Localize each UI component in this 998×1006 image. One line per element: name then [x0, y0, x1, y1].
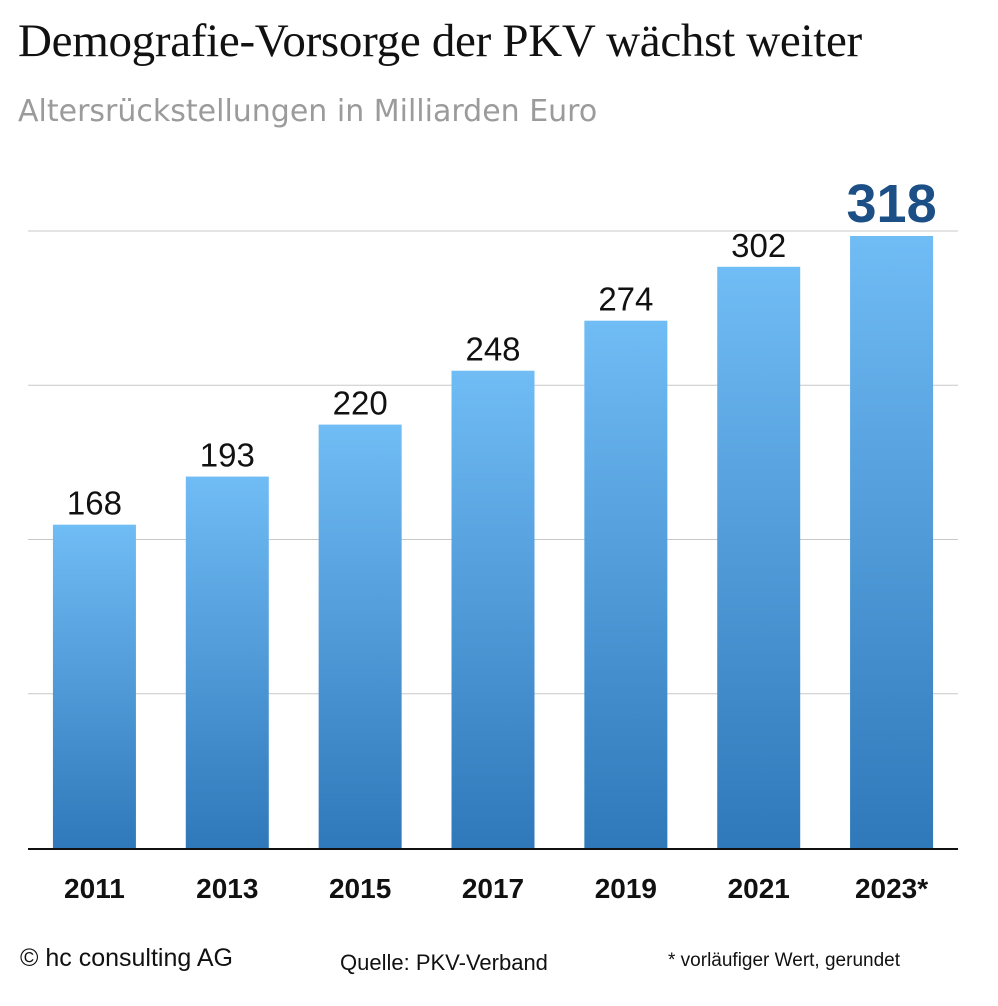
- data-label-2011: 168: [67, 485, 122, 522]
- source-text: Quelle: PKV-Verband: [340, 950, 548, 975]
- x-tick-label-2019: 2019: [595, 873, 657, 904]
- chart-subtitle: Altersrückstellungen in Milliarden Euro: [18, 94, 598, 129]
- data-labels: 168 193 220 248 274 302 318: [67, 174, 937, 522]
- copyright-text: © hc consulting AG: [20, 944, 233, 972]
- x-tick-label-2013: 2013: [196, 873, 258, 904]
- x-tick-label-2023*: 2023*: [855, 873, 928, 904]
- bar-2017: [451, 370, 535, 848]
- data-label-2021: 302: [731, 227, 786, 264]
- data-label-2013: 193: [200, 437, 255, 474]
- x-tick-labels: 2011 2013 2015 2017 2019 2021 2023*: [64, 873, 928, 904]
- bar-2019: [584, 320, 668, 848]
- x-tick-label-2021: 2021: [728, 873, 790, 904]
- footnote-text: * vorläufiger Wert, gerundet: [668, 950, 900, 971]
- x-tick-label-2015: 2015: [329, 873, 391, 904]
- data-label-2017: 248: [465, 331, 520, 368]
- x-tick-label-2011: 2011: [64, 873, 125, 904]
- data-label-2015: 220: [333, 385, 388, 422]
- bar-2015: [318, 424, 402, 848]
- data-label-2019: 274: [598, 281, 653, 318]
- bar-2011: [52, 524, 136, 848]
- bar-2021: [717, 266, 801, 848]
- bar-2023*: [850, 236, 934, 848]
- bar-2013: [185, 476, 269, 848]
- bars: [52, 236, 934, 848]
- chart-title: Demografie-Vorsorge der PKV wächst weite…: [18, 15, 862, 67]
- x-tick-label-2017: 2017: [462, 873, 524, 904]
- data-label-2023*: 318: [847, 174, 937, 234]
